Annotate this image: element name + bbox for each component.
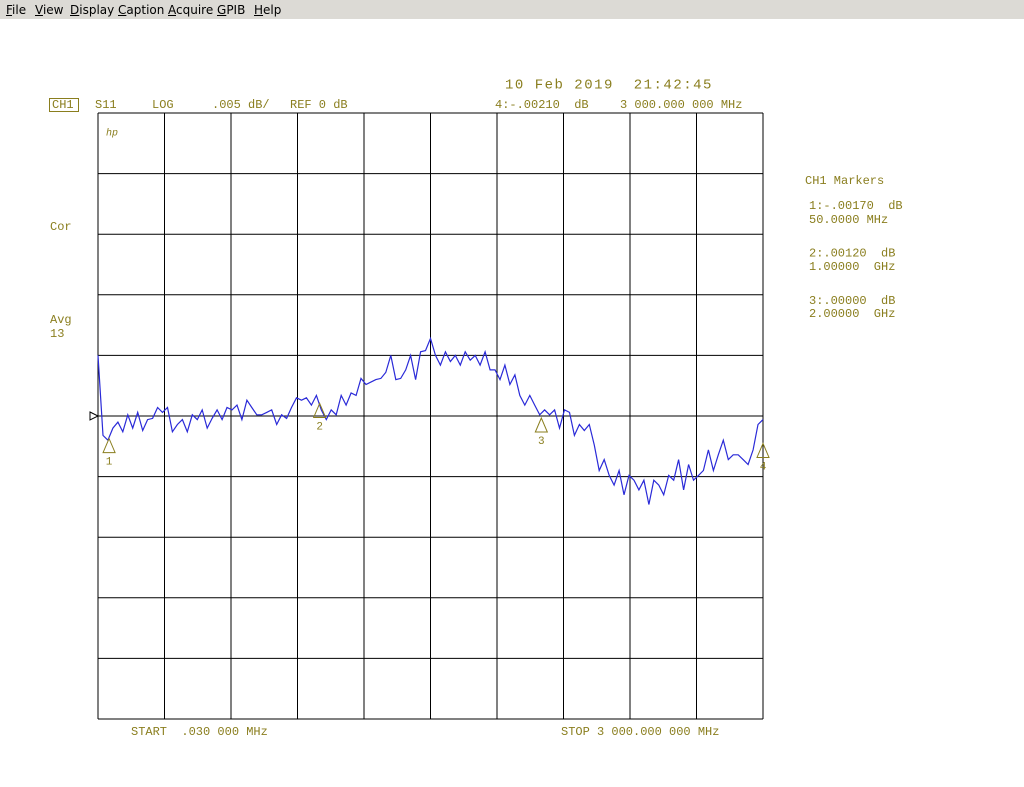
menu-item[interactable]: View	[35, 3, 64, 17]
active-marker-value: 4:-.00210 dB	[495, 98, 589, 112]
marker	[756, 442, 770, 458]
menu-bar: File View Display Caption Acquire GPIB H…	[0, 0, 1024, 19]
menu-item[interactable]: Display	[70, 3, 115, 17]
reference-arrow	[89, 411, 100, 421]
marker-readout: 2.00000 GHz	[809, 307, 895, 321]
markers-title: CH1 Markers	[805, 174, 884, 188]
marker-readout: 1:-.00170 dB	[809, 199, 903, 213]
active-marker-freq: 3 000.000 000 MHz	[620, 98, 742, 112]
status: Avg	[50, 313, 72, 327]
logo: hp	[106, 128, 118, 140]
format: LOG	[152, 98, 174, 112]
status: Cor	[50, 220, 72, 234]
reference: REF 0 dB	[290, 98, 348, 112]
parameter: S11	[95, 98, 117, 112]
marker-readout: 1.00000 GHz	[809, 260, 895, 274]
marker	[312, 402, 327, 418]
stop-freq: STOP 3 000.000 000 MHz	[561, 725, 719, 739]
marker-readout: 50.0000 MHz	[809, 213, 888, 227]
menu-item[interactable]: Acquire	[168, 3, 214, 17]
marker-id: 2	[316, 421, 323, 433]
status: 13	[50, 327, 64, 341]
marker-id: 1	[106, 457, 113, 469]
timestamp: 10 Feb 2019 21:42:45	[505, 78, 713, 94]
menu-item[interactable]: File	[6, 3, 27, 17]
trace	[97, 336, 764, 505]
marker-id: 3	[538, 436, 545, 448]
channel: CH1	[52, 98, 74, 112]
channel-box	[49, 98, 79, 112]
start-freq: START .030 000 MHz	[131, 725, 268, 739]
menu-item[interactable]: Help	[254, 3, 282, 17]
marker	[102, 437, 116, 454]
marker-readout: 2:.00120 dB	[809, 247, 895, 261]
marker-readout: 3:.00000 dB	[809, 294, 895, 308]
menu-item[interactable]: GPIB	[217, 3, 246, 17]
menu-item[interactable]: Caption	[118, 3, 165, 17]
marker-id: 4	[760, 461, 767, 473]
scale: .005 dB/	[212, 98, 270, 112]
marker	[534, 416, 549, 433]
